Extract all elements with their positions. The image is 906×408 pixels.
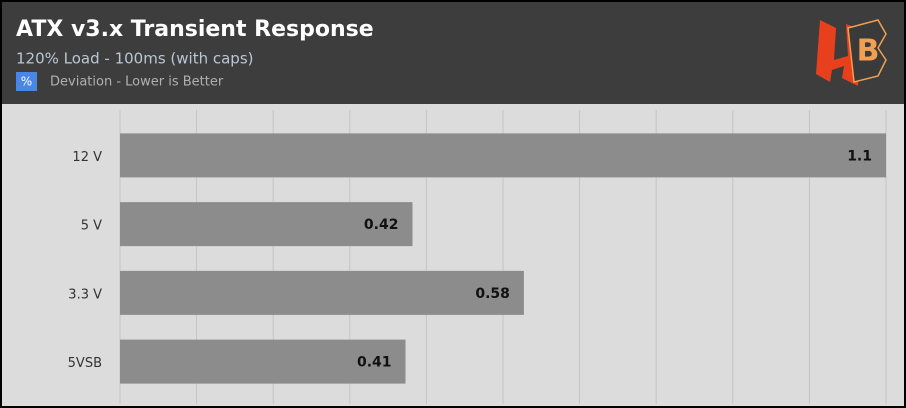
- value-label: 0.42: [364, 217, 399, 233]
- bar: [120, 339, 406, 384]
- legend-label: Deviation - Lower is Better: [50, 75, 224, 90]
- chart-subtitle: 120% Load - 100ms (with caps): [16, 50, 253, 68]
- chart-title: ATX v3.x Transient Response: [16, 17, 374, 42]
- bar: [120, 202, 413, 247]
- value-label: 0.41: [357, 355, 392, 371]
- value-label: 0.58: [475, 286, 510, 302]
- y-tick-label: 5 V: [81, 219, 102, 234]
- value-label: 1.1: [847, 148, 872, 164]
- y-tick-label: 5VSB: [68, 356, 102, 371]
- y-tick-label: 3.3 V: [68, 287, 102, 302]
- svg-text:B: B: [857, 34, 880, 69]
- header: [0, 0, 906, 104]
- bar: [120, 133, 886, 178]
- legend-swatch: [16, 72, 37, 91]
- plot-area: 12 V 1.1 5 V 0.42 3.3 V 0.58 5VSB 0.41: [68, 110, 887, 404]
- y-tick-label: 12 V: [72, 150, 102, 165]
- bar: [120, 270, 524, 315]
- legend-symbol: %: [21, 75, 32, 89]
- logo: B: [816, 19, 887, 86]
